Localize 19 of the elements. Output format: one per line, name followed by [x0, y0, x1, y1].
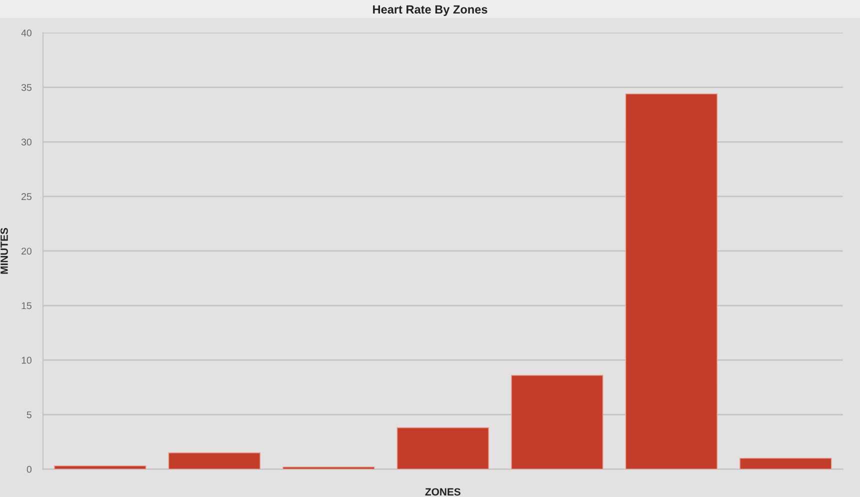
y-tick-label: 5	[26, 411, 32, 418]
y-tick-label: 25	[22, 193, 32, 200]
y-tick-label: 30	[21, 138, 32, 146]
y-tick-label: 0	[26, 466, 32, 473]
bar	[54, 465, 146, 470]
y-tick-label: 40	[21, 30, 32, 36]
y-tick-label: 15	[22, 302, 32, 310]
x-axis-title: ZONES	[425, 488, 460, 496]
bar	[396, 427, 490, 470]
chart-title: Heart Rate By Zones	[373, 5, 488, 16]
y-tick-label: 20	[22, 248, 32, 255]
bar	[168, 452, 261, 470]
bar	[511, 374, 604, 470]
y-tick-label: 35	[21, 84, 32, 91]
bar	[625, 93, 718, 470]
bar	[740, 458, 832, 470]
y-axis-title: MINUTES	[0, 228, 8, 274]
bar	[282, 466, 375, 470]
y-tick-label: 10	[22, 356, 32, 364]
